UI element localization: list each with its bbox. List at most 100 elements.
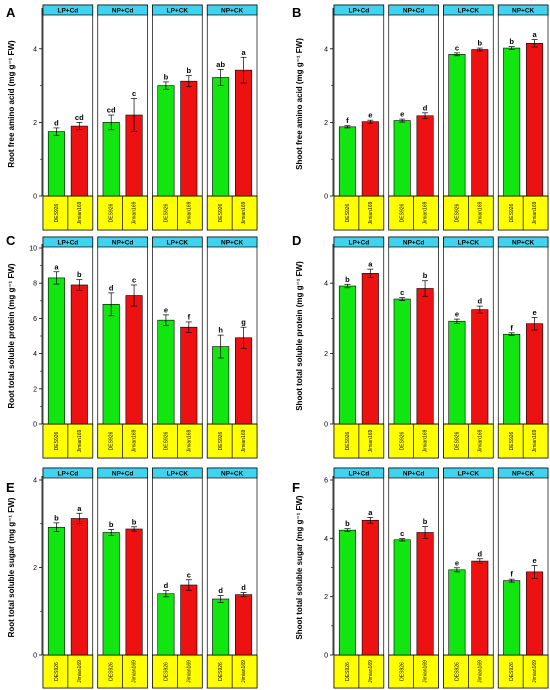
group-header-label: NP+Cd [112,470,134,477]
bar-des926 [448,54,466,197]
bar-jimian169 [416,532,434,656]
y-tick-label: 2 [324,120,328,127]
group-header-label: NP+CK [512,239,535,246]
significance-letter: b [109,520,114,529]
group-header-label: LP+Cd [57,7,78,14]
bar-des926 [102,304,120,425]
chart-panel-c: C Root total soluble protein (mg g⁻¹ FW) 0… [6,233,258,459]
bar-des926 [102,532,120,656]
bar-des926 [212,598,230,656]
group-np-ck: NP+CK f DES926 e Jimian169 [497,236,549,459]
y-tick-label: 6 [324,478,328,485]
cultivar-label: DES926 [163,662,169,681]
cultivar-label: Jimian169 [77,660,83,683]
y-tick-label: 0 [324,653,328,660]
significance-letter: c [400,288,404,297]
panel-letter: C [6,233,16,248]
group-np-cd: NP+Cd cd DES926 c Jimian169 [97,4,148,231]
cultivar-label: DES926 [218,662,224,681]
group-header-label: LP+CK [167,7,189,14]
significance-letter: b [478,39,483,48]
significance-letter: a [368,508,373,517]
group-header [443,4,494,16]
group-header-label: NP+CK [512,7,535,14]
group-header [497,467,549,479]
cultivar-label: DES926 [454,203,460,222]
y-tick-label: 2 [33,120,37,127]
bar-jimian169 [361,121,379,197]
cultivar-label: DES926 [54,431,60,450]
y-tick-label: 4 [33,351,37,358]
cultivar-label: DES926 [509,203,515,222]
bar-des926 [47,526,65,656]
cultivar-label: DES926 [54,203,60,222]
cultivar-label: Jimian169 [186,660,192,683]
significance-letter: d [478,297,483,306]
significance-letter: b [345,519,350,528]
significance-letter: cd [75,113,84,122]
group-header-label: NP+CK [221,7,244,14]
significance-letter: b [54,513,59,522]
group-lp-cd: LP+Cd d DES926 cd Jimian169 [42,4,94,231]
cultivar-label: Jimian169 [77,201,83,224]
group-lp-ck: LP+CK d DES926 c Jimian169 [152,467,203,689]
cultivar-label: Jimian169 [241,201,247,224]
bar-des926 [157,593,175,656]
y-tick-label: 2 [324,594,328,601]
bar-jimian169 [70,518,88,656]
y-tick-label: 4 [324,536,328,543]
group-header-label: LP+CK [458,470,480,477]
group-lp-cd: LP+Cd b DES926 a Jimian169 [42,467,94,689]
significance-letter: e [368,111,372,120]
bar-jimian169 [416,115,434,197]
y-tick-label: 8 [33,281,37,288]
significance-letter: e [532,308,536,317]
cultivar-label: Jimian169 [368,429,374,452]
significance-letter: f [510,323,513,332]
bar-des926 [157,85,175,197]
cultivar-label: Jimian169 [423,201,429,224]
bar-jimian169 [416,288,434,425]
cultivar-label: Jimian169 [132,201,138,224]
group-header-label: NP+CK [221,470,244,477]
significance-letter: a [54,262,59,271]
y-axis-label: Root total soluble protein (mg g⁻¹ FW) [7,263,16,408]
cultivar-label: Jimian169 [368,660,374,683]
significance-letter: a [241,48,246,57]
cultivar-label: Jimian169 [241,429,247,452]
group-header [388,4,439,16]
group-header [152,4,203,16]
cultivar-label: DES926 [454,662,460,681]
significance-letter: a [77,504,82,513]
group-header-label: LP+CK [458,239,480,246]
chart-panel-e: E Root total soluble sugar (mg g⁻¹ FW) 0 2 4… [6,467,258,689]
bar-des926 [393,120,411,197]
significance-letter: b [509,37,514,46]
significance-letter: a [368,260,373,269]
bar-jimian169 [471,309,489,425]
y-axis-label: Shoot free amino acid (mg g⁻¹ FW) [295,38,304,170]
y-axis-label: Shoot total soluble sugar (mg g⁻¹ FW) [295,495,304,640]
bar-jimian169 [235,69,253,197]
cultivar-label: Jimian169 [241,660,247,683]
group-header-label: NP+Cd [403,7,425,14]
significance-letter: cd [107,106,116,115]
cultivar-label: DES926 [109,203,115,222]
group-header-label: LP+CK [458,7,480,14]
significance-letter: ab [216,60,225,69]
significance-letter: d [164,581,169,590]
significance-letter: e [455,310,459,319]
group-header-label: LP+Cd [348,239,369,246]
group-header [333,4,385,16]
group-np-ck: NP+CK h DES926 g Jimian169 [206,236,258,459]
group-header-label: LP+Cd [57,470,78,477]
cultivar-label: DES926 [163,203,169,222]
group-np-cd: NP+Cd c DES926 b Jimian169 [388,236,439,459]
group-header [443,236,494,248]
significance-letter: c [455,43,459,52]
cultivar-label: DES926 [345,431,351,450]
cultivar-label: DES926 [509,662,515,681]
bar-des926 [503,47,521,197]
cultivar-label: Jimian169 [532,429,538,452]
group-np-cd: NP+Cd e DES926 d Jimian169 [388,4,439,231]
